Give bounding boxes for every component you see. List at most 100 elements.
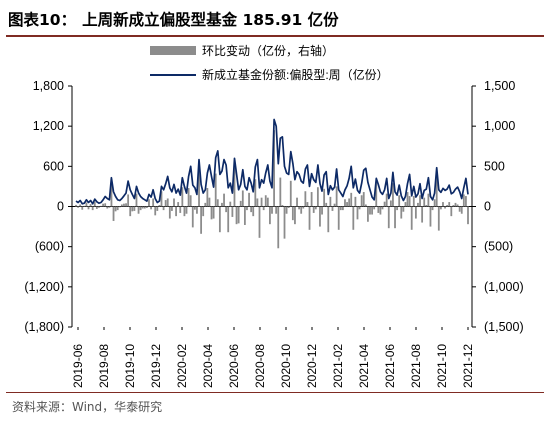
bar xyxy=(85,202,88,207)
bar xyxy=(337,206,340,230)
bar xyxy=(275,206,278,214)
bar xyxy=(327,206,330,233)
bar xyxy=(402,206,405,212)
bar xyxy=(89,204,92,207)
bar xyxy=(302,206,305,209)
bar xyxy=(179,206,182,213)
bar xyxy=(304,191,307,207)
bar xyxy=(185,206,188,214)
bar xyxy=(373,206,376,210)
bar xyxy=(442,202,444,207)
bar xyxy=(425,205,428,207)
bar xyxy=(356,206,359,220)
bar xyxy=(333,203,336,207)
bar xyxy=(193,206,196,210)
x-tick-label: 2021-12 xyxy=(461,344,475,388)
bar xyxy=(321,206,323,215)
bar xyxy=(446,205,449,207)
figure-title: 图表10： 上周新成立偏股型基金 185.91 亿份 xyxy=(8,6,339,34)
bar xyxy=(77,206,79,208)
bar xyxy=(196,206,198,214)
bar xyxy=(408,196,411,207)
bar xyxy=(435,177,438,207)
bar xyxy=(79,204,82,207)
bar xyxy=(433,199,436,207)
footer-divider xyxy=(6,392,544,393)
x-tick-label: 2020-04 xyxy=(201,344,215,388)
bar xyxy=(81,206,84,210)
x-tick-label: 2021-04 xyxy=(357,344,371,388)
bar xyxy=(364,204,367,207)
bar xyxy=(348,198,351,207)
bar xyxy=(137,206,140,214)
bar xyxy=(352,206,355,230)
bar xyxy=(83,205,86,207)
bar xyxy=(141,206,144,209)
bar xyxy=(287,206,290,208)
bar xyxy=(392,183,394,207)
bar xyxy=(387,206,390,229)
bar xyxy=(98,206,100,208)
bar xyxy=(223,193,225,207)
bar xyxy=(448,202,451,207)
x-tick-label: 2019-06 xyxy=(71,344,85,388)
bar xyxy=(204,202,207,207)
bar xyxy=(252,206,255,217)
bar xyxy=(296,197,298,207)
bar xyxy=(314,206,317,210)
bar xyxy=(127,194,130,207)
bar xyxy=(439,206,442,210)
bar xyxy=(346,202,348,207)
bar xyxy=(210,206,213,220)
x-tick-label: 2019-08 xyxy=(97,344,111,388)
bar xyxy=(239,200,242,207)
bar xyxy=(229,201,232,207)
bar xyxy=(294,206,296,225)
bar xyxy=(331,206,334,211)
bar xyxy=(183,206,186,217)
bar-series xyxy=(75,130,469,249)
left-tick-label: (1,800) xyxy=(24,320,64,334)
bar xyxy=(427,193,430,207)
bar xyxy=(341,206,344,211)
bar xyxy=(452,205,455,207)
bar xyxy=(450,206,453,217)
bar xyxy=(160,191,163,207)
bar xyxy=(237,206,240,224)
bar xyxy=(123,203,125,207)
line-series xyxy=(75,118,469,205)
bar xyxy=(145,206,148,208)
bar xyxy=(285,206,288,214)
bar xyxy=(404,202,407,207)
bar xyxy=(135,193,138,207)
bar xyxy=(410,206,413,230)
line-path xyxy=(75,118,469,205)
bar xyxy=(243,206,246,225)
bar xyxy=(208,197,211,207)
bar xyxy=(150,206,152,210)
bar xyxy=(458,206,461,212)
bar xyxy=(173,198,175,207)
bar xyxy=(456,204,459,207)
bar xyxy=(152,198,155,207)
bar xyxy=(369,206,371,215)
bar xyxy=(129,206,132,217)
legend-bar-swatch xyxy=(150,46,196,55)
bar xyxy=(371,206,373,215)
bar xyxy=(398,195,401,207)
bar xyxy=(312,206,315,213)
x-tick-label: 2021-10 xyxy=(435,344,449,388)
bar xyxy=(383,201,386,207)
bar xyxy=(154,206,157,216)
bar xyxy=(162,206,165,211)
bar xyxy=(200,206,203,234)
right-tick-label: (1,000) xyxy=(484,280,524,294)
bar xyxy=(431,206,434,211)
left-tick-label: (600) xyxy=(35,240,64,254)
bar xyxy=(319,206,321,227)
bar xyxy=(158,205,161,207)
bar xyxy=(143,206,146,209)
bar xyxy=(133,206,136,211)
bar xyxy=(125,203,127,207)
bar xyxy=(104,203,107,207)
